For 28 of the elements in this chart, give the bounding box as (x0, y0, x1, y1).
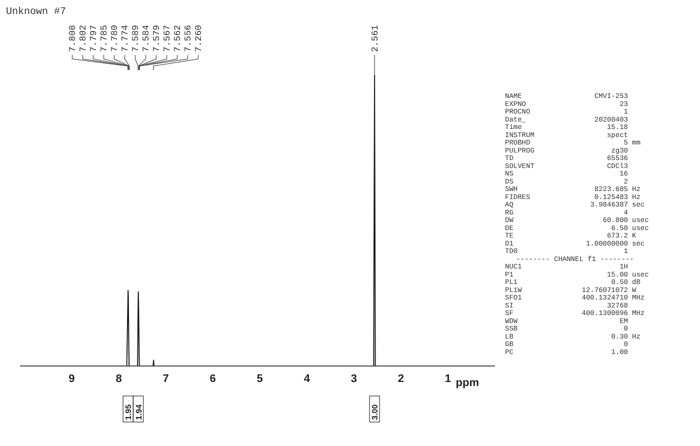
annotation: 7.556 (184, 24, 194, 52)
annotation: 7.774 (120, 24, 131, 52)
text: 1.94 (134, 404, 144, 420)
x-axis-title: ppm (456, 377, 480, 389)
x-tick-label: 1 (444, 372, 452, 385)
x-tick-label: 4 (304, 372, 311, 385)
x-tick-label: 3 (350, 372, 357, 385)
annotation: 7.579 (152, 24, 162, 52)
text: 1.95 (124, 404, 134, 420)
annotation: 7.589 (131, 24, 142, 52)
x-tick-label: 8 (116, 372, 122, 385)
annotation: 7.785 (100, 24, 110, 52)
annotation: 7.802 (78, 24, 89, 52)
x-tick-label: 5 (256, 372, 263, 385)
annotation: 7.567 (162, 24, 173, 52)
chart-title: Unknown #7 (6, 6, 66, 18)
annotation: 7.808 (68, 24, 78, 52)
annotation: 7.584 (142, 24, 152, 52)
x-tick-label: 9 (68, 372, 75, 385)
x-tick-label: 6 (210, 372, 216, 385)
annotation: 7.562 (173, 24, 184, 52)
annotation: 7.780 (110, 24, 120, 52)
x-tick-label: 2 (398, 372, 404, 385)
annotation: 7.260 (194, 24, 204, 52)
x-tick-label: 7 (162, 372, 169, 385)
text: 3.00 (370, 404, 380, 420)
annotation: 2.561 (370, 24, 381, 52)
annotation: 7.797 (89, 24, 100, 52)
